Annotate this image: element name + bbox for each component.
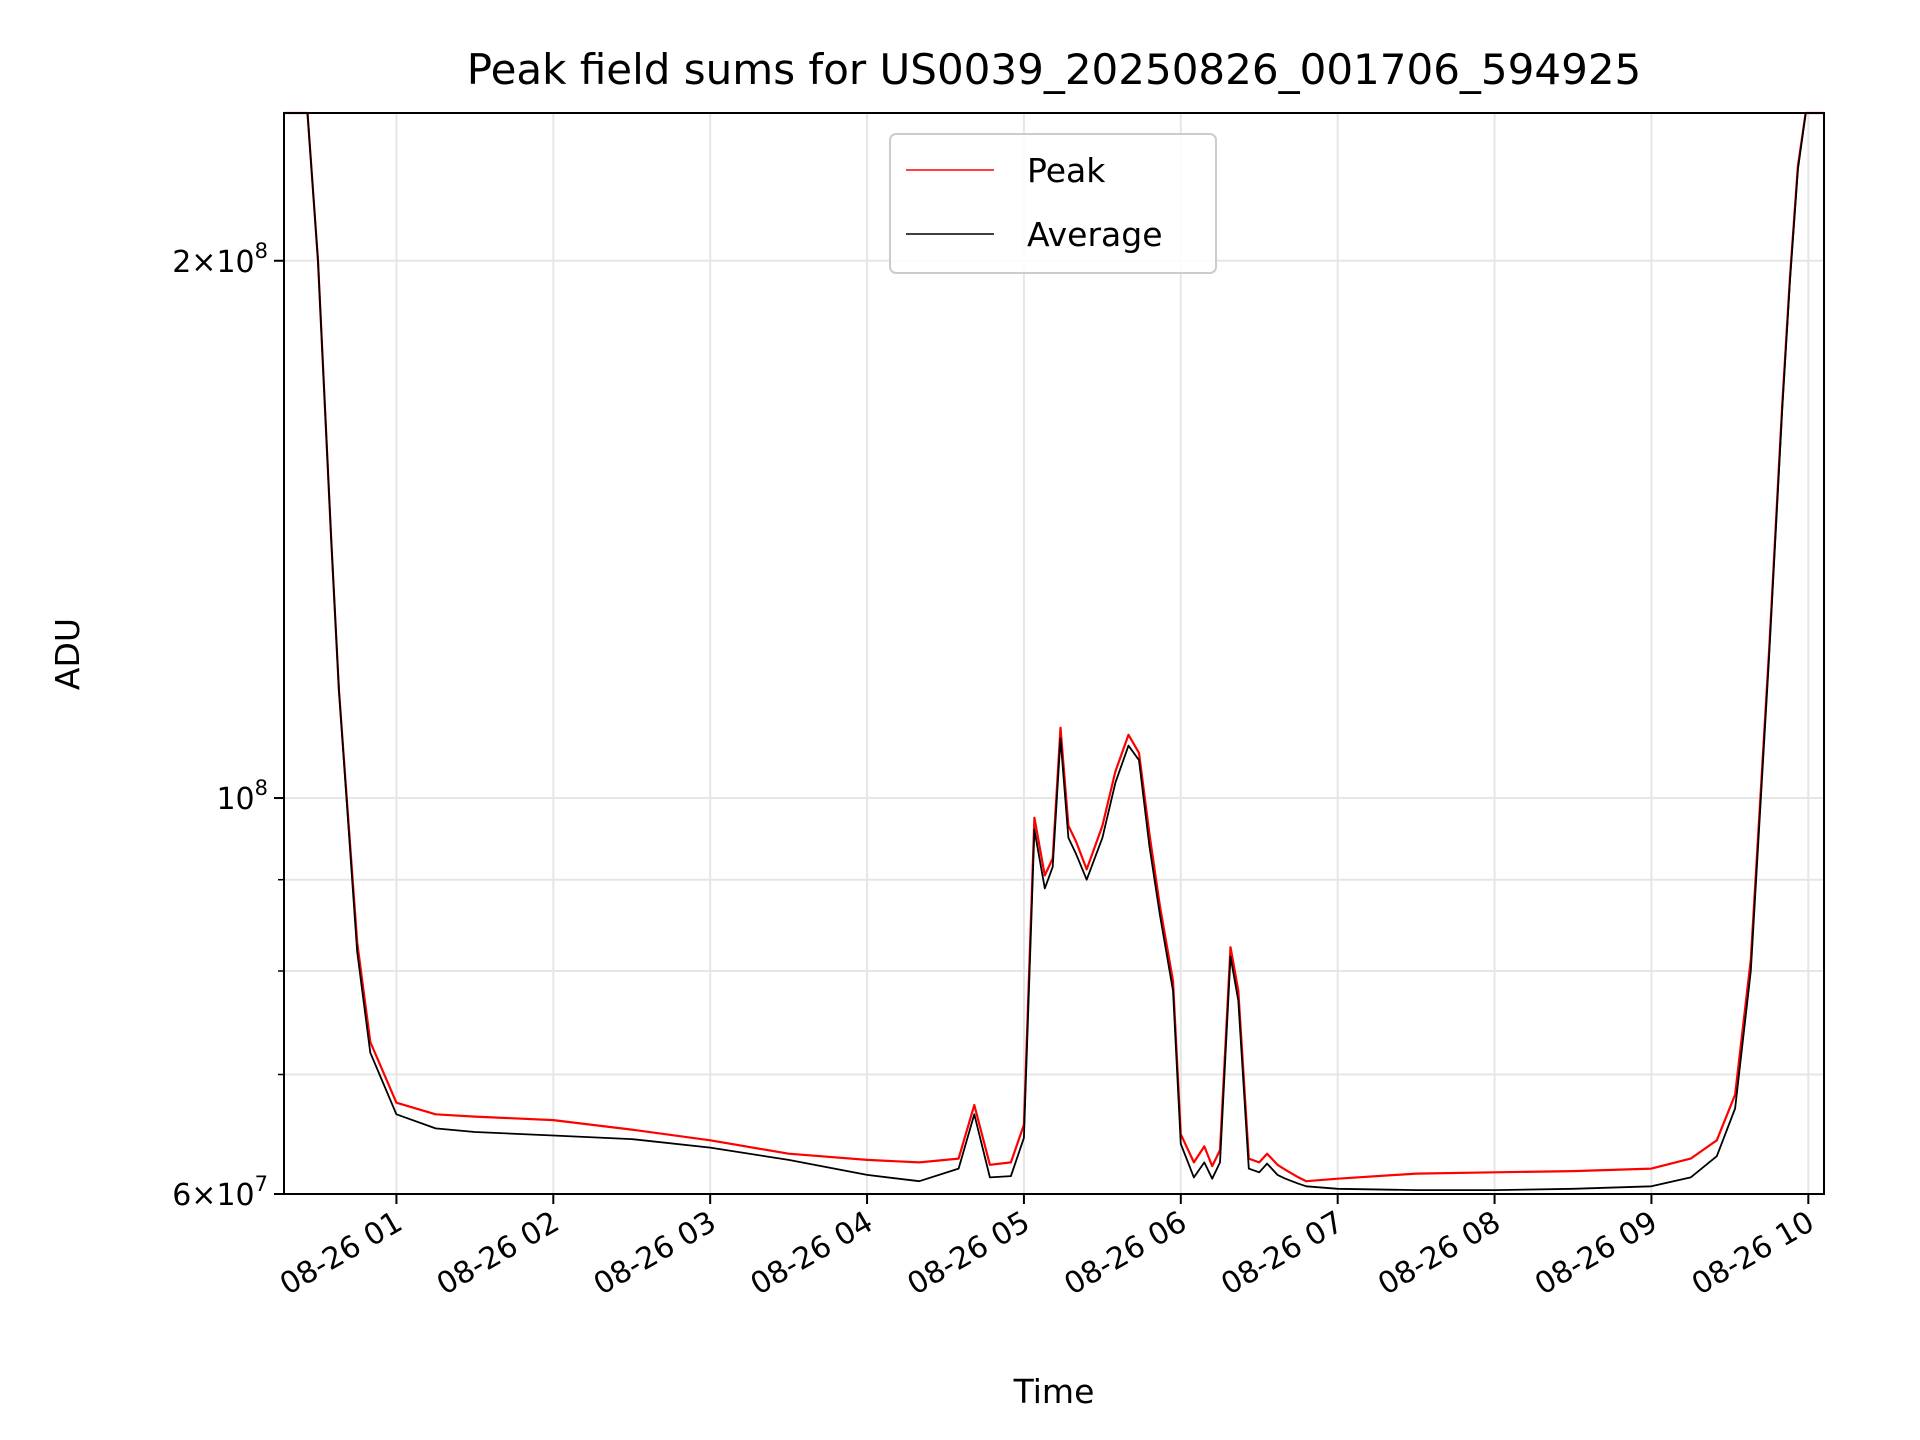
- x-axis-label: Time: [1013, 1372, 1095, 1411]
- y-tick-label: 2×108: [172, 239, 268, 280]
- series-line-average: [284, 112, 1824, 1191]
- y-tick-label: 6×107: [172, 1172, 268, 1213]
- legend-label-average: Average: [1027, 215, 1163, 254]
- legend-label-peak: Peak: [1027, 151, 1106, 190]
- series-peak: [284, 111, 1824, 1183]
- chart-title: Peak field sums for US0039_20250826_0017…: [467, 45, 1642, 94]
- y-axis-ticks: 6×107 108 2×108: [172, 239, 284, 1213]
- y-axis-label: ADU: [48, 618, 87, 690]
- series-line-peak: [284, 111, 1824, 1183]
- y-tick-label: 108: [216, 776, 268, 817]
- series-average: [284, 112, 1824, 1191]
- legend-box: [889, 133, 1217, 274]
- legend: Peak Average: [889, 133, 1217, 274]
- plot-frame: [283, 112, 1825, 1195]
